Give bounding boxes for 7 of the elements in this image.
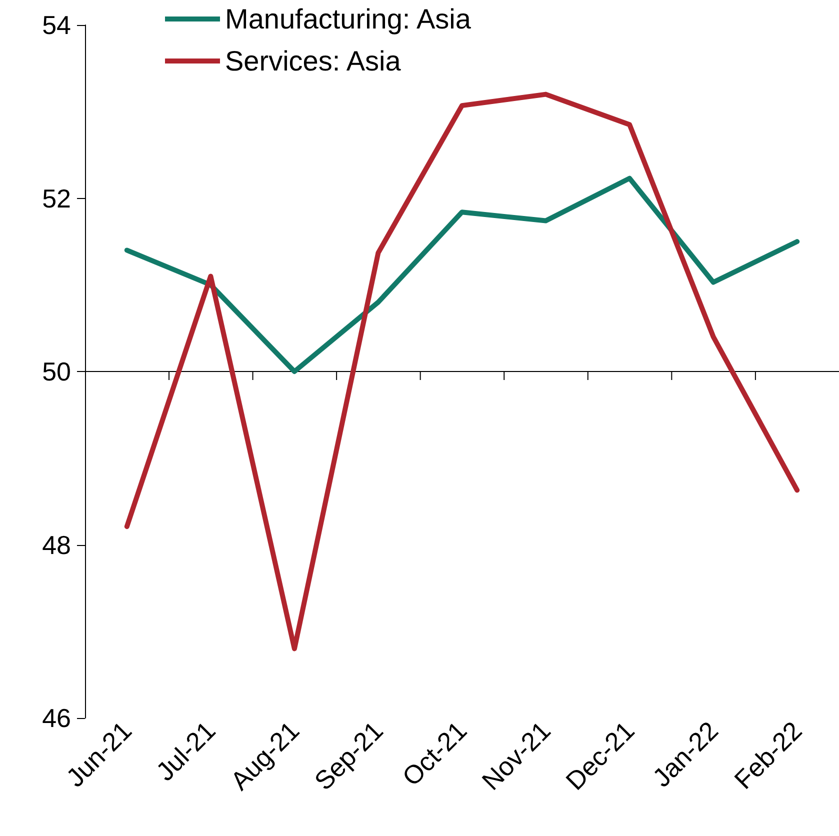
legend-label: Services: Asia <box>225 46 402 76</box>
legend-label: Manufacturing: Asia <box>225 4 472 34</box>
y-tick-label: 52 <box>42 183 71 214</box>
y-tick-label: 46 <box>42 703 71 733</box>
y-tick-label: 54 <box>42 10 71 40</box>
y-tick-label: 50 <box>42 356 71 386</box>
y-tick-label: 48 <box>42 530 71 560</box>
